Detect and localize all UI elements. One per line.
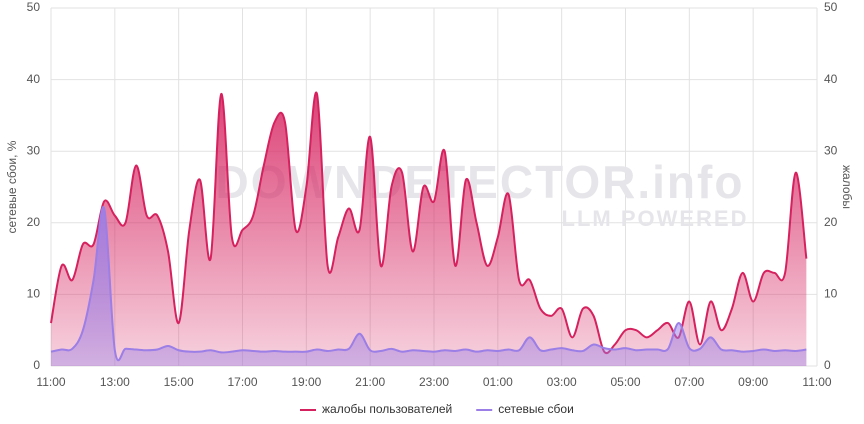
x-tick-label: 15:00 (164, 375, 194, 389)
x-tick-label: 11:00 (802, 375, 831, 389)
y-tick-label: 40 (27, 72, 41, 86)
x-tick-label: 03:00 (547, 375, 577, 389)
area (51, 207, 807, 366)
x-tick-label: 23:00 (419, 375, 449, 389)
x-tick-label: 21:00 (355, 375, 385, 389)
legend-label: жалобы пользователей (322, 402, 452, 416)
y2-axis-label: жалобы (840, 165, 854, 209)
x-tick-label: 09:00 (738, 375, 768, 389)
y-tick-label: 50 (27, 0, 41, 14)
y2-tick-label: 30 (824, 143, 838, 157)
y2-tick-label: 20 (824, 215, 838, 229)
x-tick-label: 19:00 (291, 375, 321, 389)
watermark: DOWNDETECTOR.info (216, 156, 745, 208)
x-tick-label: 07:00 (674, 375, 704, 389)
area (51, 92, 807, 367)
legend-label: сетевые сбои (498, 402, 574, 416)
y2-tick-label: 10 (824, 287, 838, 301)
x-tick-label: 01:00 (483, 375, 513, 389)
x-tick-label: 13:00 (100, 375, 130, 389)
watermark-sub: LLM POWERED (562, 206, 749, 231)
y2-tick-label: 40 (824, 72, 838, 86)
x-tick-label: 17:00 (227, 375, 257, 389)
x-tick-label: 05:00 (610, 375, 640, 389)
x-tick-label: 11:00 (36, 375, 65, 389)
y-tick-label: 30 (27, 143, 41, 157)
y-axis-label: сетевые сбои, % (5, 140, 19, 233)
y-tick-label: 20 (27, 215, 41, 229)
y2-tick-label: 0 (824, 358, 831, 372)
line (50, 206, 807, 362)
y-tick-label: 0 (33, 358, 40, 372)
y2-tick-label: 50 (824, 0, 838, 14)
y-tick-label: 10 (27, 287, 41, 301)
